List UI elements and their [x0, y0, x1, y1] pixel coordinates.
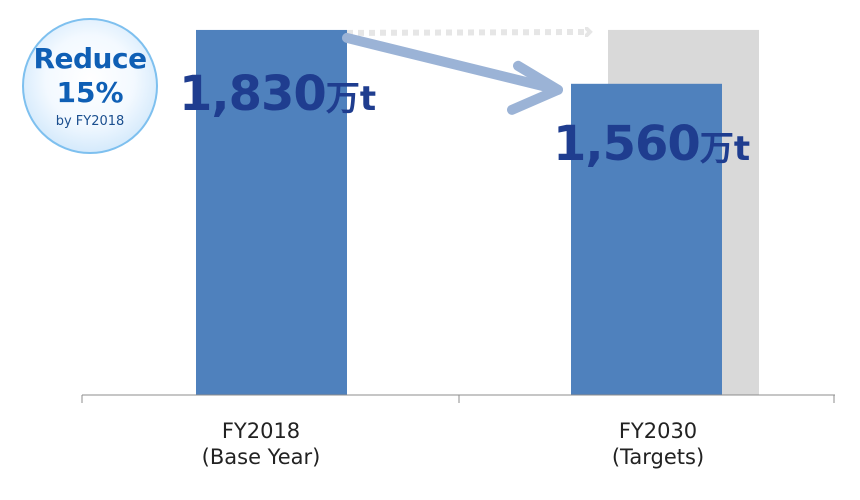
reduction-badge: Reduce 15% by FY2018: [22, 18, 158, 154]
reduction-arrow: [342, 32, 563, 95]
category-sublabel: (Base Year): [201, 445, 321, 469]
value-number: 1,560: [553, 116, 701, 172]
badge-line-percent: 15%: [56, 76, 124, 109]
value-label-fy2030: 1,560万t: [553, 116, 750, 172]
bar-fy2018: [196, 29, 347, 395]
value-label-fy2018: 1,830万t: [179, 66, 376, 122]
category-name: FY2018: [221, 419, 301, 443]
category-name: FY2030: [618, 419, 698, 443]
category-sublabel: (Targets): [611, 445, 705, 469]
value-unit: 万t: [325, 79, 377, 119]
projection-dotted-arrow: [346, 32, 590, 33]
value-unit: 万t: [699, 129, 751, 169]
bar-fy2030: [571, 83, 722, 396]
value-number: 1,830: [179, 66, 327, 122]
reduction-arrow-head: [507, 60, 563, 115]
category-label-fy2018: FY2018 (Base Year): [141, 418, 381, 470]
badge-line-reduce: Reduce: [33, 42, 147, 75]
badge-line-year: by FY2018: [55, 114, 125, 129]
category-label-fy2030: FY2030 (Targets): [538, 418, 778, 470]
